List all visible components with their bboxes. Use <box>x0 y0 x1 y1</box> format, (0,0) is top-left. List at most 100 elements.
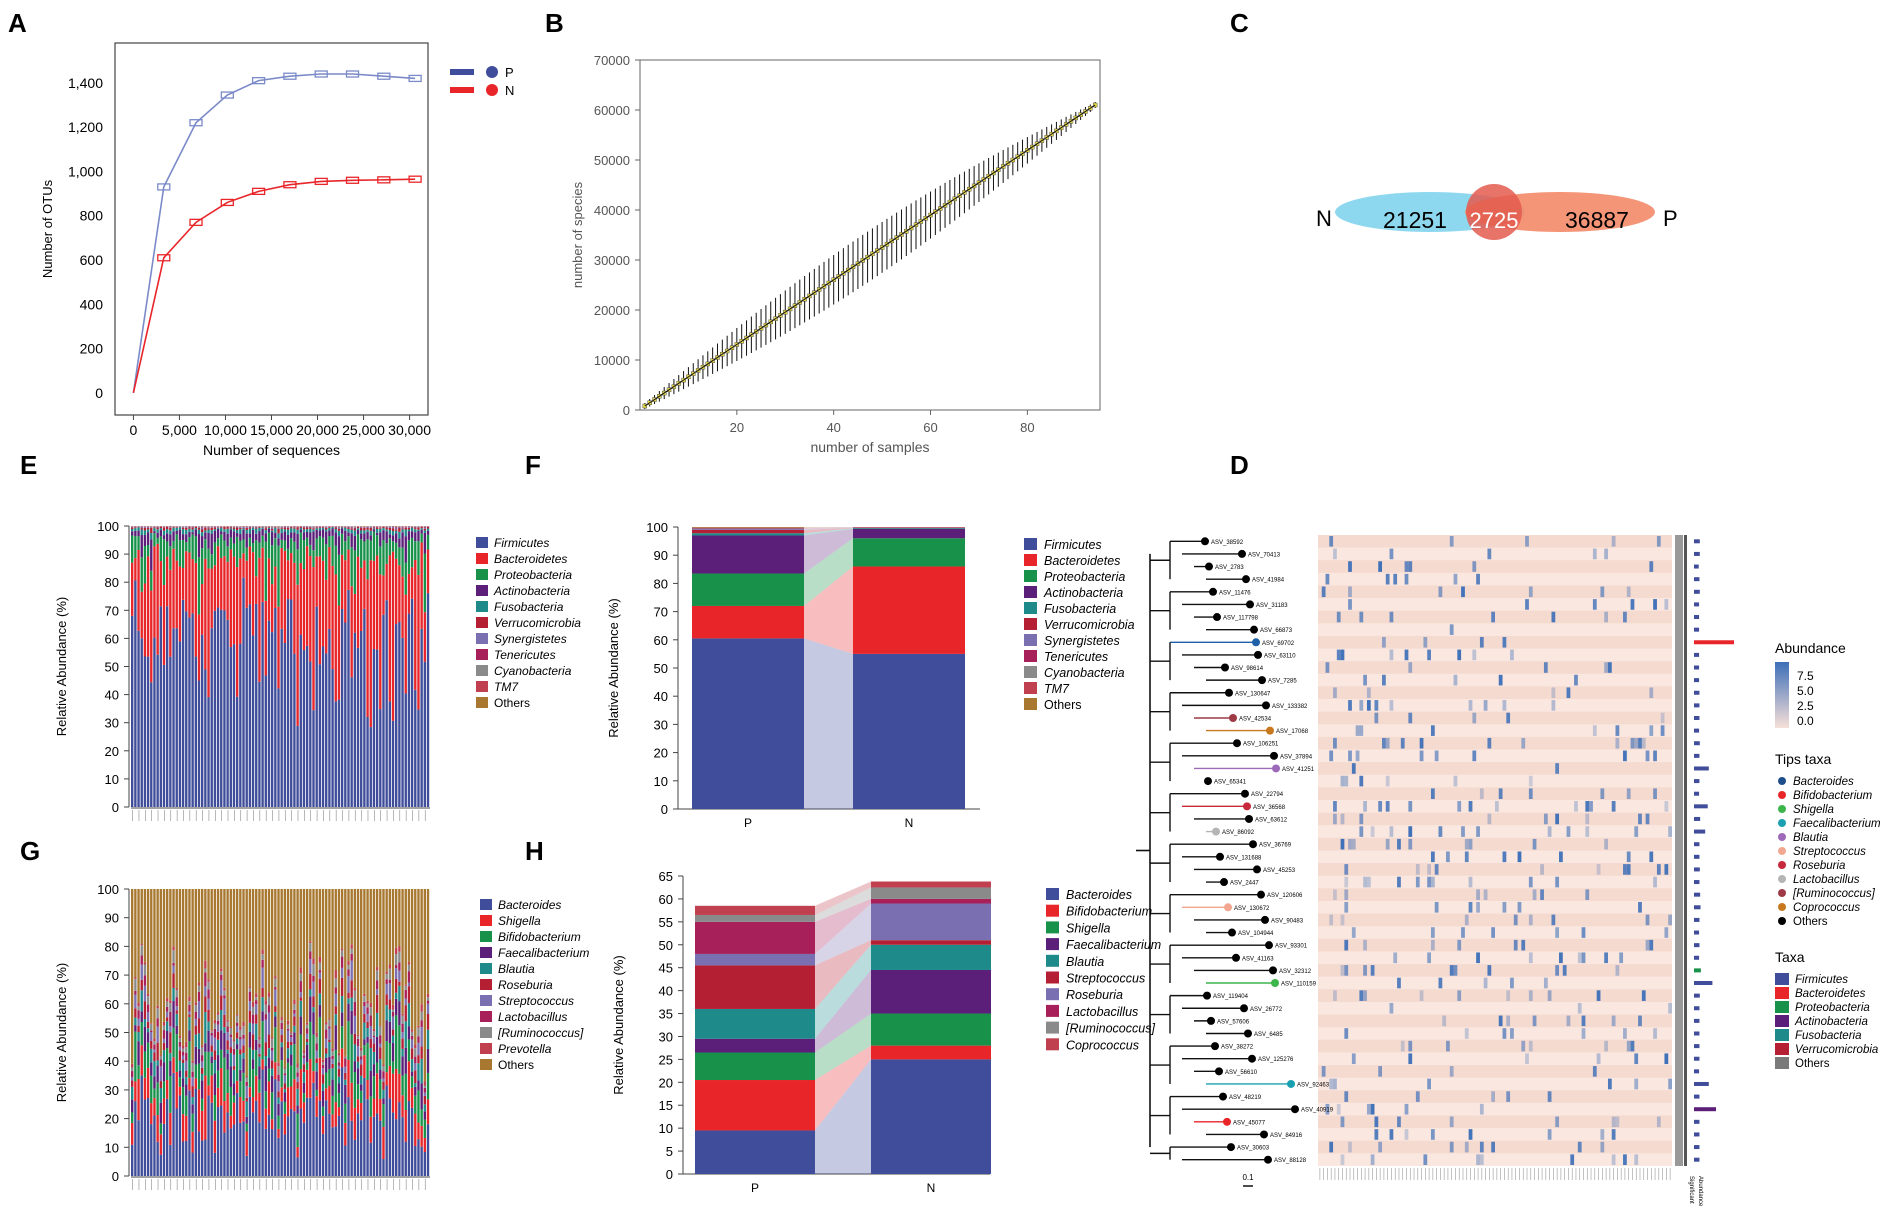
stacked-bar-segment <box>366 1028 368 1037</box>
stacked-bar-segment <box>338 889 340 1053</box>
stacked-bar-segment <box>338 700 340 807</box>
heatmap-cell <box>1439 978 1443 989</box>
heatmap-cell <box>1367 687 1371 698</box>
stacked-bar-segment <box>226 1032 228 1040</box>
stacked-bar-segment <box>204 986 206 996</box>
stacked-bar-segment <box>246 527 248 528</box>
stacked-bar-segment <box>306 1070 308 1098</box>
stacked-bar-segment <box>211 1033 213 1036</box>
heatmap-cell <box>1555 814 1559 825</box>
accumulation-line <box>645 105 1095 406</box>
heatmap-cell <box>1608 1079 1612 1090</box>
abundance-bar <box>1694 691 1699 695</box>
stacked-bar-segment <box>201 532 203 536</box>
heatmap-cell <box>1487 965 1491 976</box>
stacked-bar-segment <box>144 1078 146 1100</box>
heatmap-cell <box>1499 1016 1503 1027</box>
stacked-bar-segment <box>287 1058 289 1063</box>
stacked-bar-segment <box>312 964 314 976</box>
stacked-bar-segment <box>284 643 286 807</box>
stacked-bar-segment <box>303 1058 305 1064</box>
abundance-bar <box>1694 1057 1699 1061</box>
stacked-bar-segment <box>153 1061 155 1076</box>
abundance-bar <box>1694 1006 1699 1010</box>
stacked-bar-segment <box>236 537 238 567</box>
stacked-bar-segment <box>188 1017 190 1030</box>
heatmap-cell <box>1548 1129 1552 1140</box>
stacked-bar-segment <box>357 1039 359 1046</box>
tree-tip <box>1205 563 1213 571</box>
abundance-bar <box>1694 867 1700 871</box>
stacked-bar-segment <box>335 889 337 970</box>
stacked-bar-segment <box>401 1032 403 1039</box>
stacked-bar-segment <box>398 1102 400 1176</box>
stacked-bar-segment <box>144 657 146 807</box>
stacked-bar-segment <box>287 560 289 599</box>
stacked-bar-segment <box>214 1153 216 1176</box>
heatmap-cell <box>1518 852 1522 863</box>
stacked-bar-segment <box>341 1067 343 1176</box>
heatmap-cell <box>1363 990 1367 1001</box>
stacked-bar-segment <box>226 1093 228 1112</box>
legend-label: Verrucomicrobia <box>1044 618 1135 632</box>
stacked-bar-segment <box>141 1045 143 1075</box>
legend-label: Faecalibacterium <box>1066 938 1161 952</box>
stacked-bar-segment <box>153 889 155 1038</box>
heatmap-cell <box>1405 650 1409 661</box>
heatmap-cell <box>1476 826 1480 837</box>
heatmap-cell <box>1574 801 1578 812</box>
heatmap-cell <box>1431 725 1435 736</box>
stacked-bar-segment <box>370 535 372 540</box>
stacked-bar-segment <box>357 1036 359 1039</box>
tips-legend-label: Shigella <box>1793 804 1834 816</box>
stacked-bar-segment <box>271 529 273 531</box>
stacked-bar-segment <box>360 528 362 530</box>
y-tick-label: 30 <box>654 717 668 732</box>
tree-tip-label: ASV_6485 <box>1254 1032 1283 1038</box>
y-tick-label: 50000 <box>594 153 630 168</box>
stacked-bar-segment <box>201 536 203 548</box>
y-tick-label: 0 <box>666 1167 673 1182</box>
stacked-bar-segment <box>293 1014 295 1017</box>
stacked-bar-segment <box>188 552 190 617</box>
stacked-bar-segment <box>147 657 149 807</box>
stacked-bar-segment <box>300 1001 302 1017</box>
heatmap-cell <box>1551 687 1555 698</box>
stacked-bar-segment <box>233 528 235 529</box>
stacked-bar-segment <box>414 1096 416 1114</box>
heatmap-cell <box>1529 586 1533 597</box>
stacked-bar-segment <box>166 998 168 1002</box>
heatmap-cell <box>1646 915 1650 926</box>
stacked-bar-segment <box>271 584 273 632</box>
stacked-bar-segment <box>223 556 225 610</box>
tips-legend-dot <box>1778 889 1786 897</box>
stacked-bar-segment <box>150 1041 152 1049</box>
heatmap-row <box>1318 661 1672 674</box>
stacked-bar-segment <box>373 1036 375 1038</box>
abundance-bar <box>1694 779 1699 783</box>
tree-tip-label: ASV_133382 <box>1272 704 1308 710</box>
stacked-bar-segment <box>166 1048 168 1080</box>
stacked-bar-segment <box>223 998 225 1014</box>
heatmap-cell <box>1333 801 1337 812</box>
stacked-bar-segment <box>319 1005 321 1017</box>
stacked-bar-segment <box>134 995 136 1009</box>
heatmap-cell <box>1476 1154 1480 1165</box>
heatmap-cell <box>1348 700 1352 711</box>
stacked-bar-segment <box>296 585 298 726</box>
stacked-bar-segment <box>309 1098 311 1176</box>
stacked-bar-segment <box>211 527 213 528</box>
stacked-bar-segment <box>322 1084 324 1091</box>
stacked-bar-segment <box>392 552 394 721</box>
y-tick-label: 20 <box>654 746 668 761</box>
heatmap-cell <box>1585 801 1589 812</box>
tree-tip-label: ASV_92463 <box>1297 1082 1330 1088</box>
stacked-bar-segment <box>217 1021 219 1025</box>
stacked-bar-segment <box>366 889 368 1001</box>
stacked-bar-segment <box>201 1061 203 1067</box>
y-tick-label: 70 <box>105 603 119 618</box>
stacked-bar-segment <box>281 1060 283 1087</box>
stacked-bar-segment <box>417 527 419 529</box>
heatmap-cell <box>1604 549 1608 560</box>
taxa-legend-swatch <box>1775 1057 1789 1069</box>
